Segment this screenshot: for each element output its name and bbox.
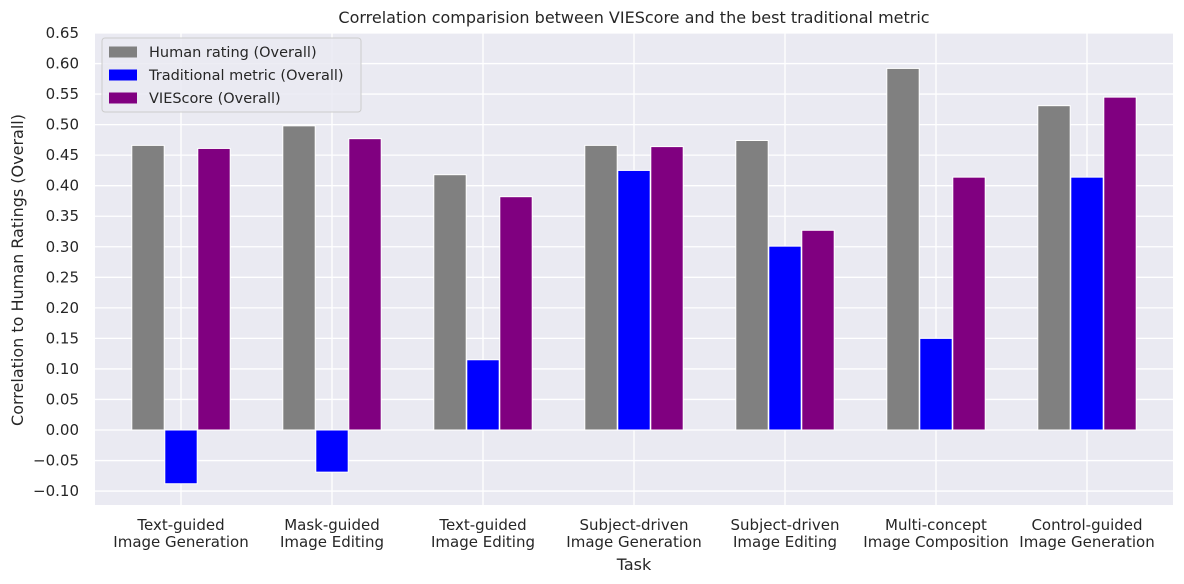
- y-tick-label: 0.55: [46, 85, 79, 103]
- y-tick-label: 0.10: [46, 360, 79, 378]
- bar: [499, 196, 533, 431]
- bar: [768, 245, 802, 431]
- x-tick-label-line: Image Generation: [1019, 533, 1154, 551]
- bar: [282, 125, 316, 431]
- y-tick-label: 0.60: [46, 55, 79, 73]
- bar: [919, 337, 953, 431]
- bar: [952, 176, 986, 431]
- bar: [1103, 96, 1137, 431]
- y-tick-label: 0.35: [46, 207, 79, 225]
- bars: [131, 67, 1137, 485]
- legend-swatch: [109, 92, 137, 104]
- x-tick-label-line: Image Editing: [280, 533, 384, 551]
- bar: [164, 429, 198, 485]
- bar: [617, 169, 651, 431]
- x-tick-label-line: Image Editing: [431, 533, 535, 551]
- y-tick-label: 0.40: [46, 177, 79, 195]
- y-axis-label: Correlation to Human Ratings (Overall): [8, 114, 27, 426]
- x-tick-label-line: Image Generation: [566, 533, 701, 551]
- legend-swatch: [109, 46, 137, 58]
- bar: [466, 359, 500, 431]
- bar: [801, 229, 835, 431]
- x-tick-label-line: Image Composition: [863, 533, 1008, 551]
- bar: [584, 144, 618, 431]
- bar: [315, 429, 349, 473]
- bar: [433, 174, 467, 431]
- x-tick-label-line: Image Editing: [733, 533, 837, 551]
- x-tick-label-line: Subject-driven: [580, 516, 689, 534]
- bar: [131, 144, 165, 431]
- y-tick-label: 0.20: [46, 299, 79, 317]
- y-tick-label: 0.00: [46, 421, 79, 439]
- y-tick-label: 0.05: [46, 390, 79, 408]
- x-axis-label: Task: [616, 555, 652, 574]
- x-tick-label-line: Text-guided: [438, 516, 526, 534]
- y-tick-label: −0.05: [33, 452, 79, 470]
- bar: [348, 138, 382, 431]
- legend-box: [101, 37, 362, 113]
- y-tick-label: 0.25: [46, 268, 79, 286]
- x-tick-label-line: Mask-guided: [284, 516, 380, 534]
- y-tick-label: 0.65: [46, 24, 79, 42]
- bar: [197, 147, 231, 431]
- bar: [1070, 176, 1104, 431]
- bar: [1037, 105, 1071, 431]
- x-tick-label-line: Image Generation: [113, 533, 248, 551]
- bar: [735, 139, 769, 431]
- y-tick-label: 0.15: [46, 329, 79, 347]
- y-tick-label: 0.45: [46, 146, 79, 164]
- y-tick-label: 0.30: [46, 238, 79, 256]
- bar: [650, 146, 684, 431]
- y-tick-label: −0.10: [33, 482, 79, 500]
- legend-label: Human rating (Overall): [149, 45, 317, 61]
- x-tick-label-line: Subject-driven: [731, 516, 840, 534]
- legend-label: VIEScore (Overall): [149, 91, 281, 107]
- chart-title: Correlation comparision between VIEScore…: [338, 8, 929, 27]
- legend-label: Traditional metric (Overall): [148, 68, 344, 84]
- x-tick-label-line: Multi-concept: [885, 516, 987, 534]
- x-tick-label-line: Text-guided: [136, 516, 224, 534]
- legend-swatch: [109, 69, 137, 81]
- y-axis-ticks: 0.65 0.60 0.55 0.50 0.45 0.40 0.35 0.30 0.25 0.20…: [33, 24, 79, 500]
- bar: [886, 67, 920, 431]
- x-tick-label-line: Control-guided: [1031, 516, 1142, 534]
- y-tick-label: 0.50: [46, 116, 79, 134]
- legend: Human rating (Overall) Traditional metric…: [101, 37, 362, 113]
